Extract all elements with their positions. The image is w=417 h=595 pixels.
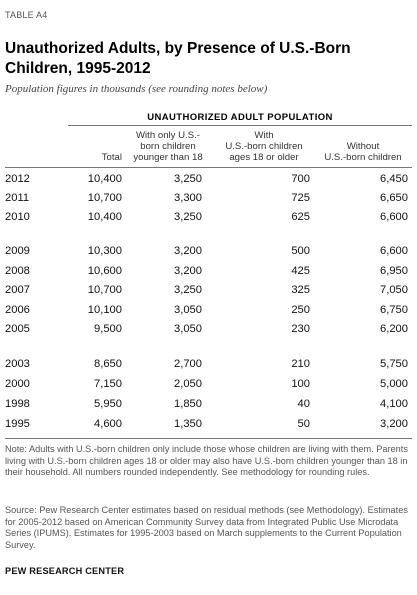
table-row: 2005 9,500 3,050 230 6,200 [5, 323, 412, 339]
table-row: 1995 4,600 1,350 50 3,200 [5, 418, 412, 434]
cell-year: 2009 [5, 245, 30, 257]
footer-divider [5, 438, 412, 439]
cell-without: 5,000 [380, 378, 408, 390]
cell-old: 625 [291, 211, 310, 223]
table-row: 2010 10,400 3,250 625 6,600 [5, 211, 412, 227]
cell-year: 2007 [5, 284, 30, 296]
cell-total: 5,950 [94, 398, 122, 410]
table-row: 2007 10,700 3,250 325 7,050 [5, 284, 412, 300]
cell-total: 10,300 [87, 245, 122, 257]
cell-total: 9,500 [94, 323, 122, 335]
cell-without: 6,750 [380, 304, 408, 316]
cell-old: 425 [291, 265, 310, 277]
table-row: 2011 10,700 3,300 725 6,650 [5, 192, 412, 208]
cell-old: 325 [291, 284, 310, 296]
footer-credit: PEW RESEARCH CENTER [5, 566, 125, 576]
cell-year: 2005 [5, 323, 30, 335]
cell-without: 4,100 [380, 398, 408, 410]
table-title: Unauthorized Adults, by Presence of U.S.… [5, 40, 351, 77]
cell-young: 3,200 [174, 245, 202, 257]
cell-young: 3,300 [174, 192, 202, 204]
cell-year: 2008 [5, 265, 30, 277]
column-header-adult-children: With U.S.-born children ages 18 or older [225, 130, 303, 163]
table-row: 1998 5,950 1,850 40 4,100 [5, 398, 412, 414]
cell-old: 250 [291, 304, 310, 316]
cell-old: 230 [291, 323, 310, 335]
cell-total: 8,650 [94, 358, 122, 370]
table-row: 2009 10,300 3,200 500 6,600 [5, 245, 412, 261]
table-row: 2012 10,400 3,250 700 6,450 [5, 173, 412, 189]
cell-young: 3,250 [174, 173, 202, 185]
table-source: Source: Pew Research Center estimates ba… [5, 505, 408, 550]
cell-young: 3,250 [174, 211, 202, 223]
cell-without: 6,200 [380, 323, 408, 335]
column-header-without-children: Without U.S.-born children [324, 141, 402, 163]
cell-young: 3,250 [174, 284, 202, 296]
header-divider [5, 167, 412, 168]
cell-old: 500 [291, 245, 310, 257]
cell-without: 6,600 [380, 211, 408, 223]
cell-total: 10,700 [87, 284, 122, 296]
cell-without: 3,200 [380, 418, 408, 430]
cell-young: 2,700 [174, 358, 202, 370]
cell-old: 700 [291, 173, 310, 185]
cell-total: 10,400 [87, 173, 122, 185]
table-tag: TABLE A4 [5, 10, 48, 20]
cell-old: 40 [297, 398, 310, 410]
table-subtitle: Population figures in thousands (see rou… [5, 83, 268, 95]
cell-young: 3,050 [174, 304, 202, 316]
cell-young: 1,350 [174, 418, 202, 430]
table-row: 2008 10,600 3,200 425 6,950 [5, 265, 412, 281]
cell-young: 1,850 [174, 398, 202, 410]
cell-total: 7,150 [94, 378, 122, 390]
cell-without: 6,950 [380, 265, 408, 277]
cell-without: 5,750 [380, 358, 408, 370]
cell-old: 100 [291, 378, 310, 390]
group-header: UNAUTHORIZED ADULT POPULATION [68, 112, 412, 126]
column-header-total: Total [101, 152, 122, 163]
cell-old: 210 [291, 358, 310, 370]
cell-old: 725 [291, 192, 310, 204]
table-note: Note: Adults with U.S.-born children onl… [5, 444, 408, 478]
cell-young: 2,050 [174, 378, 202, 390]
cell-total: 10,100 [87, 304, 122, 316]
cell-without: 6,600 [380, 245, 408, 257]
cell-year: 1995 [5, 418, 30, 430]
cell-total: 10,400 [87, 211, 122, 223]
table-row: 2006 10,100 3,050 250 6,750 [5, 304, 412, 320]
cell-without: 6,650 [380, 192, 408, 204]
cell-year: 2011 [5, 192, 30, 204]
cell-old: 50 [297, 418, 310, 430]
cell-young: 3,200 [174, 265, 202, 277]
cell-year: 2000 [5, 378, 30, 390]
cell-without: 6,450 [380, 173, 408, 185]
cell-year: 2003 [5, 358, 30, 370]
cell-year: 1998 [5, 398, 30, 410]
cell-year: 2012 [5, 173, 30, 185]
cell-total: 10,700 [87, 192, 122, 204]
cell-total: 4,600 [94, 418, 122, 430]
table-row: 2003 8,650 2,700 210 5,750 [5, 358, 412, 374]
column-header-young-children: With only U.S.- born children younger th… [133, 130, 203, 163]
cell-young: 3,050 [174, 323, 202, 335]
cell-year: 2010 [5, 211, 30, 223]
cell-total: 10,600 [87, 265, 122, 277]
cell-year: 2006 [5, 304, 30, 316]
cell-without: 7,050 [380, 284, 408, 296]
table-row: 2000 7,150 2,050 100 5,000 [5, 378, 412, 394]
